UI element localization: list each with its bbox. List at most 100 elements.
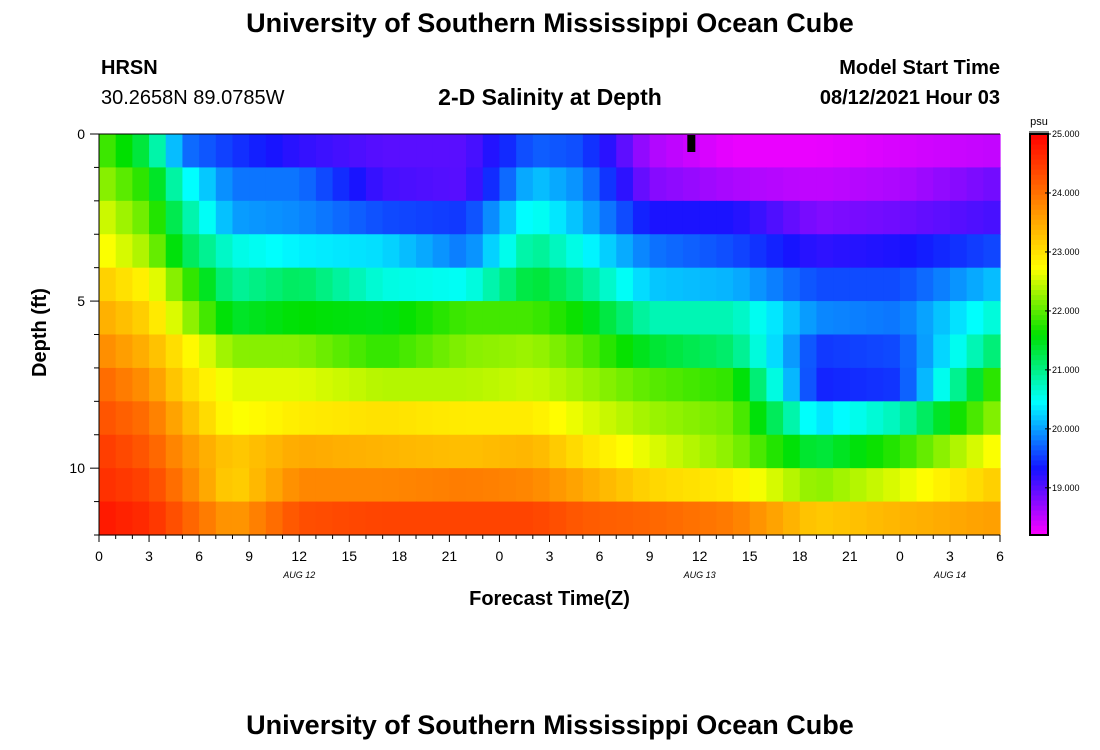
heatmap-cell (883, 334, 901, 369)
heatmap-cell (399, 401, 417, 436)
heatmap-cell (332, 334, 350, 369)
heatmap-cell (215, 367, 234, 402)
colorbar-tick-label: 21.000 (1052, 365, 1080, 375)
heatmap-cell (599, 301, 617, 336)
heatmap-cell (299, 401, 317, 436)
colorbar-segment (1030, 459, 1048, 466)
colorbar-tick-label: 19.000 (1052, 483, 1080, 493)
heatmap-cell (816, 167, 834, 202)
heatmap-cell (132, 367, 150, 402)
heatmap-cell (582, 200, 601, 235)
heatmap-cell (549, 234, 567, 269)
heatmap-cell (299, 167, 317, 202)
heatmap-cell (332, 301, 350, 336)
heatmap-cell (265, 334, 284, 369)
heatmap-cell (532, 301, 551, 336)
heatmap-cell (816, 334, 834, 369)
colorbar-segment (1030, 384, 1048, 391)
heatmap-cell (682, 234, 701, 269)
heatmap-cell (799, 200, 818, 235)
colorbar-tick-label: 25.000 (1052, 129, 1080, 139)
heatmap-cell (549, 134, 567, 169)
heatmap-cell (199, 301, 217, 336)
heatmap-cell (582, 167, 601, 202)
heatmap-cell (332, 134, 350, 169)
heatmap-cell (766, 501, 784, 536)
heatmap-cell (933, 267, 951, 302)
heatmap-cell (282, 200, 300, 235)
heatmap-cell (933, 434, 951, 469)
heatmap-cell (399, 134, 417, 169)
heatmap-cell (265, 434, 284, 469)
colorbar-segment (1030, 479, 1048, 486)
heatmap-cell (616, 200, 634, 235)
heatmap-cell (632, 301, 651, 336)
heatmap-cell (382, 367, 400, 402)
heatmap-cell (466, 334, 484, 369)
heatmap-cell (949, 468, 968, 503)
heatmap-cell (616, 367, 634, 402)
colorbar-segment (1030, 339, 1048, 346)
heatmap-cell (983, 301, 1001, 336)
heatmap-cell (249, 468, 267, 503)
heatmap-cell (582, 234, 601, 269)
colorbar-segment (1030, 329, 1048, 336)
heatmap-cell (599, 200, 617, 235)
heatmap-cell (833, 334, 851, 369)
heatmap-cell (816, 468, 834, 503)
colorbar-segment (1030, 424, 1048, 431)
heatmap-cell (99, 367, 117, 402)
heatmap-cell (799, 401, 818, 436)
heatmap-cell (449, 334, 467, 369)
colorbar-segment (1030, 494, 1048, 501)
heatmap-cell (499, 401, 517, 436)
heatmap-cell (349, 501, 367, 536)
heatmap-cell (749, 367, 768, 402)
heatmap-cell (566, 401, 584, 436)
heatmap-cell (883, 134, 901, 169)
heatmap-cell (99, 234, 117, 269)
heatmap-cell (866, 200, 884, 235)
heatmap-cell (916, 167, 934, 202)
heatmap-cell (933, 334, 951, 369)
heatmap-cell (282, 267, 300, 302)
heatmap-cell (532, 434, 551, 469)
heatmap-cell (265, 301, 284, 336)
heatmap-cell (816, 401, 834, 436)
heatmap-cell (833, 401, 851, 436)
heatmap-cell (699, 434, 717, 469)
heatmap-cell (499, 367, 517, 402)
heatmap-cell (599, 367, 617, 402)
heatmap-cell (416, 434, 434, 469)
heatmap-cell (733, 367, 751, 402)
heatmap-cell (682, 501, 701, 536)
heatmap-cell (165, 468, 184, 503)
y-tick-label: 10 (69, 460, 85, 476)
heatmap-cell (883, 234, 901, 269)
x-tick-label: 6 (996, 548, 1004, 564)
heatmap-cell (682, 367, 701, 402)
heatmap-cell (966, 401, 984, 436)
heatmap-cell (482, 200, 501, 235)
colorbar-segment (1030, 279, 1048, 285)
x-tick-label: 0 (496, 548, 504, 564)
heatmap-cell (115, 468, 133, 503)
heatmap-cell (165, 134, 184, 169)
heatmap-cell (332, 434, 350, 469)
heatmap-cell (616, 401, 634, 436)
heatmap-cell (199, 501, 217, 536)
heatmap-cell (549, 200, 567, 235)
heatmap-cell (766, 401, 784, 436)
heatmap-cell (499, 167, 517, 202)
heatmap-cell (933, 234, 951, 269)
heatmap-cell (632, 434, 651, 469)
heatmap-cell (265, 367, 284, 402)
heatmap-cell (482, 334, 501, 369)
heatmap-cell (115, 234, 133, 269)
heatmap-cell (899, 434, 918, 469)
heatmap-cell (516, 501, 534, 536)
heatmap-cell (365, 134, 384, 169)
colorbar-segment (1030, 184, 1048, 190)
heatmap-cell (899, 134, 918, 169)
heatmap-cell (933, 301, 951, 336)
